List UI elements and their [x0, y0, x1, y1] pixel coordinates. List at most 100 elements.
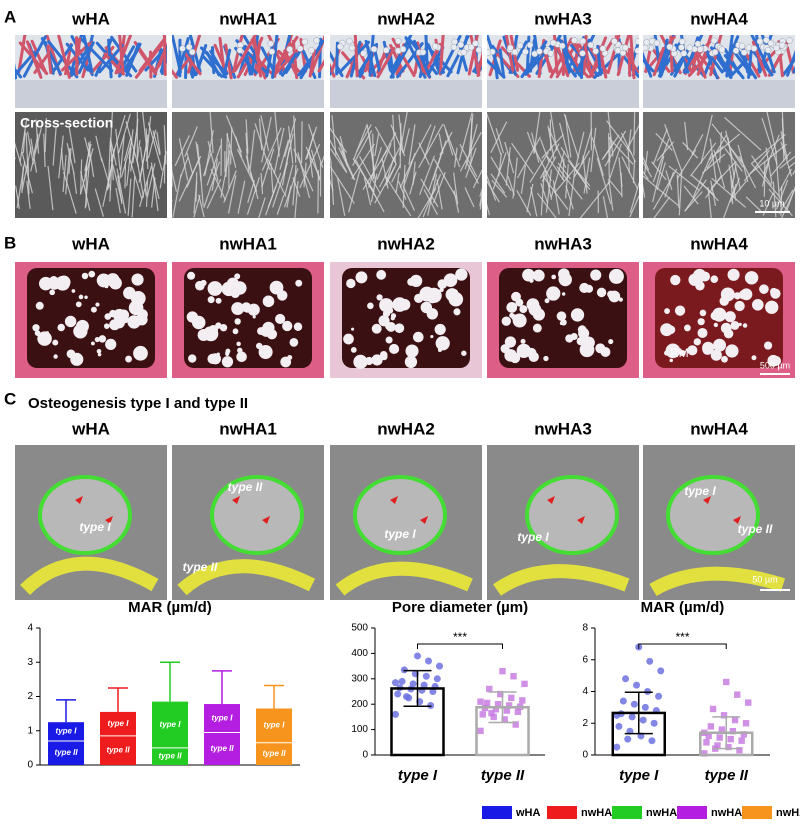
particle [679, 38, 686, 45]
sem-fiber [559, 122, 570, 158]
pore [200, 279, 207, 287]
sem-fiber [730, 148, 744, 168]
data-point [622, 675, 630, 683]
particle [592, 48, 599, 55]
bar-segment [256, 708, 292, 743]
new-bone [177, 559, 316, 596]
data-point [409, 680, 417, 688]
substrate-base [15, 80, 167, 108]
sem-fiber [700, 114, 713, 164]
data-point [499, 667, 506, 675]
pore [556, 311, 567, 321]
pore [346, 278, 356, 289]
sem-fiber [540, 183, 549, 204]
pore [225, 351, 230, 356]
particle [634, 47, 639, 55]
sem-fiber [276, 194, 285, 215]
data-point [742, 720, 750, 727]
arrowhead [75, 496, 83, 504]
legend-swatch [482, 806, 512, 819]
pore [289, 338, 299, 347]
sem-fiber [573, 131, 585, 175]
y-tick-label: 4 [27, 623, 33, 634]
pore [186, 311, 199, 323]
pore [751, 355, 757, 361]
pore [719, 296, 729, 306]
pore [725, 344, 739, 358]
data-point [497, 690, 504, 698]
sem-fiber [676, 174, 680, 209]
sem-fiber [653, 196, 670, 218]
pore [385, 336, 393, 344]
sem-fiber [227, 175, 237, 214]
pore [133, 345, 148, 361]
sem-fiber [131, 176, 136, 218]
pore [84, 295, 88, 299]
sem-fiber [737, 144, 749, 182]
sem-fiber [779, 168, 792, 192]
sem-fiber [683, 185, 699, 205]
pore [130, 291, 146, 306]
sem-fiber [84, 158, 91, 209]
sem-fiber [368, 134, 376, 183]
new-bone [492, 564, 630, 596]
particle [468, 43, 475, 51]
sem-fiber [199, 163, 204, 207]
fiber [733, 50, 753, 76]
data-point [420, 681, 428, 689]
sem-fiber [146, 163, 156, 198]
sem-fiber [308, 151, 314, 178]
fiber [40, 37, 62, 76]
data-point [650, 719, 658, 727]
pore [216, 352, 220, 356]
sem-fiber [73, 172, 78, 195]
pore [525, 475, 619, 555]
sem-fiber [550, 112, 558, 151]
sem-fiber [128, 157, 143, 200]
sem-fiber [15, 156, 16, 160]
fiber [201, 54, 224, 78]
data-point [641, 703, 649, 711]
sem-fiber [395, 172, 400, 194]
sem-fiber [223, 170, 237, 203]
pore [730, 321, 740, 330]
sem-fiber [691, 175, 716, 196]
sem-fiber [724, 147, 743, 172]
fiber [785, 45, 795, 74]
particle [382, 47, 390, 54]
chart-title: MAR (µm/d) [641, 599, 725, 616]
pore [443, 273, 458, 288]
sem-fiber [249, 129, 256, 169]
sem-fiber [689, 142, 717, 177]
fiber [114, 35, 133, 75]
pore [103, 323, 110, 329]
particle [614, 47, 622, 54]
pore [664, 308, 670, 315]
pore [98, 335, 107, 343]
pore [544, 298, 550, 304]
fiber [250, 35, 259, 76]
fiber [15, 62, 18, 80]
sem-fiber [267, 158, 287, 197]
data-point [512, 721, 519, 728]
data-point [490, 713, 497, 721]
particle [188, 48, 196, 56]
sem-fiber [270, 163, 274, 193]
sem-fiber [692, 152, 713, 198]
annotation: type I [79, 520, 111, 534]
sem-fiber [267, 185, 277, 208]
particle [516, 42, 524, 49]
sem-fiber [292, 164, 297, 206]
fiber [588, 38, 615, 79]
sem-fiber [556, 166, 583, 200]
data-point [729, 727, 737, 735]
pore [590, 269, 602, 281]
sem-fiber [299, 143, 321, 189]
pore [118, 309, 130, 321]
histology [487, 262, 639, 378]
pore [559, 321, 564, 325]
sem-fiber [539, 143, 560, 179]
sem-fiber [547, 127, 567, 168]
pore [759, 284, 769, 294]
sem-fiber [550, 150, 565, 198]
